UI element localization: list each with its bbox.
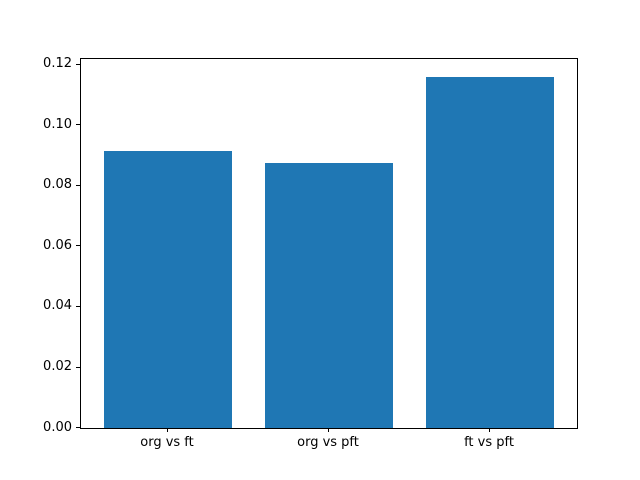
y-tick-label: 0.12 xyxy=(43,56,72,72)
y-tick-label: 0.02 xyxy=(43,359,72,374)
y-tick-mark xyxy=(76,184,80,186)
y-tick-label: 0.00 xyxy=(43,419,72,435)
bar-ft-vs-pft xyxy=(425,76,555,428)
plot-area xyxy=(80,58,578,429)
x-tick-label: org vs pft xyxy=(297,435,359,450)
x-tick-mark xyxy=(328,428,329,432)
y-tick-label: 0.04 xyxy=(43,298,72,314)
y-tick-label: 0.10 xyxy=(43,116,72,132)
x-tick-label: ft vs pft xyxy=(464,435,514,450)
y-tick-mark xyxy=(76,427,80,428)
x-tick-mark xyxy=(167,428,168,432)
y-tick-label: 0.06 xyxy=(43,237,72,253)
y-tick-mark xyxy=(76,124,80,126)
x-tick-label: org vs ft xyxy=(140,435,194,450)
y-tick-label: 0.08 xyxy=(43,177,72,193)
y-tick-mark xyxy=(76,63,80,65)
y-tick-mark xyxy=(76,305,80,307)
bar-org-vs-ft xyxy=(103,151,233,428)
bar-org-vs-pft xyxy=(264,162,394,428)
y-tick-mark xyxy=(76,245,80,247)
x-tick-mark xyxy=(489,428,490,432)
y-tick-mark xyxy=(76,366,80,368)
